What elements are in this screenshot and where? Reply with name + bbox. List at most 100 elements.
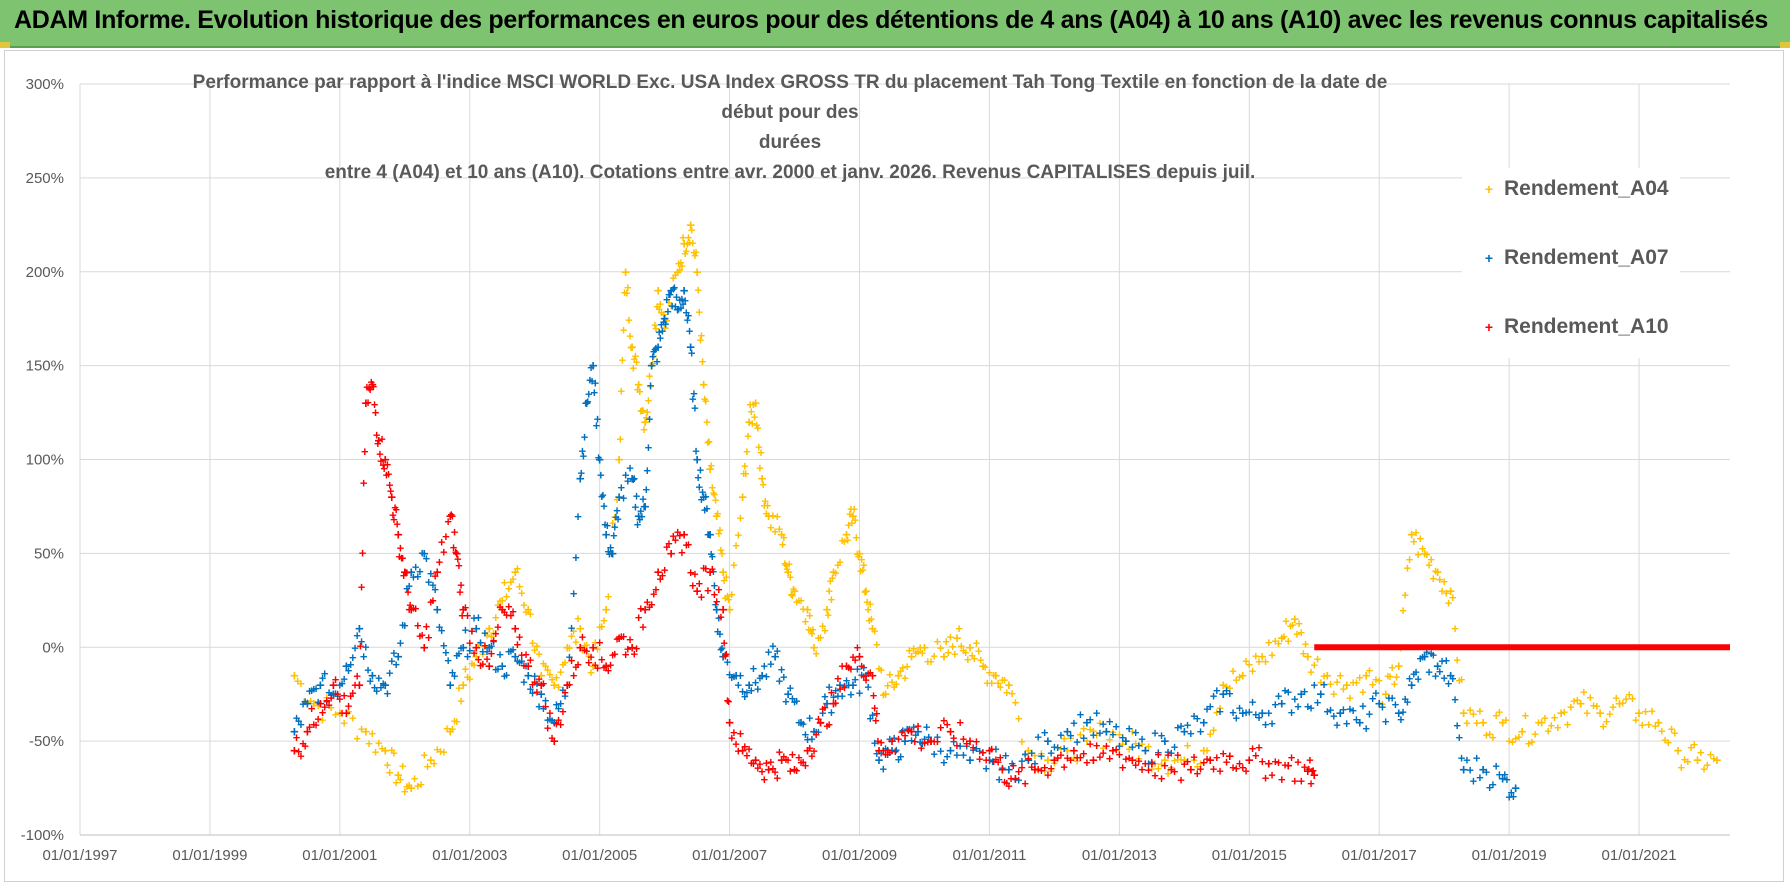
- data-point-rendement_a10: +: [871, 700, 879, 715]
- data-point-rendement_a07: +: [293, 711, 301, 726]
- data-point-rendement_a10: +: [911, 734, 919, 749]
- data-point-rendement_a07: +: [1301, 684, 1309, 699]
- data-point-rendement_a10: +: [481, 638, 489, 653]
- data-point-rendement_a04: +: [868, 620, 877, 637]
- data-point-rendement_a07: +: [632, 500, 640, 515]
- data-point-rendement_a04: +: [1658, 723, 1666, 738]
- data-point-rendement_a07: +: [795, 715, 803, 730]
- data-point-rendement_a10: +: [1038, 763, 1046, 778]
- data-point-rendement_a07: +: [1090, 727, 1098, 742]
- data-point-rendement_a07: +: [306, 683, 314, 698]
- data-point-rendement_a10: +: [1291, 774, 1299, 789]
- data-point-rendement_a04: +: [514, 561, 522, 576]
- data-point-rendement_a04: +: [1489, 730, 1497, 745]
- data-point-rendement_a07: +: [418, 545, 426, 560]
- data-point-rendement_a07: +: [442, 645, 450, 660]
- data-point-rendement_a07: +: [1207, 699, 1215, 714]
- data-point-rendement_a07: +: [1177, 719, 1185, 734]
- data-point-rendement_a10: +: [314, 712, 322, 727]
- data-point-rendement_a07: +: [529, 686, 537, 701]
- data-point-rendement_a04: +: [1603, 714, 1611, 729]
- data-point-rendement_a04: +: [611, 510, 619, 525]
- data-point-rendement_a07: +: [662, 317, 670, 332]
- data-point-rendement_a07: +: [691, 401, 699, 416]
- data-point-rendement_a04: +: [390, 746, 398, 761]
- data-point-rendement_a04: +: [1307, 665, 1315, 680]
- data-point-rendement_a07: +: [860, 660, 868, 675]
- data-point-rendement_a07: +: [592, 376, 600, 391]
- data-point-rendement_a07: +: [658, 317, 666, 332]
- data-point-rendement_a04: +: [788, 587, 796, 602]
- data-point-rendement_a07: +: [825, 679, 833, 694]
- data-point-rendement_a04: +: [542, 659, 550, 674]
- data-point-rendement_a04: +: [702, 393, 710, 408]
- data-point-rendement_a04: +: [1438, 584, 1446, 599]
- data-point-rendement_a07: +: [410, 570, 418, 585]
- data-point-rendement_a07: +: [637, 503, 645, 518]
- data-point-rendement_a04: +: [689, 235, 697, 250]
- data-point-rendement_a04: +: [688, 223, 696, 238]
- data-point-rendement_a07: +: [681, 293, 689, 308]
- data-point-rendement_a07: +: [613, 503, 621, 518]
- data-point-rendement_a10: +: [367, 375, 375, 390]
- data-point-rendement_a10: +: [1268, 767, 1276, 782]
- data-point-rendement_a07: +: [657, 330, 665, 345]
- data-point-rendement_a07: +: [649, 349, 657, 364]
- data-point-rendement_a04: +: [780, 530, 788, 545]
- data-point-rendement_a04: +: [1031, 748, 1039, 763]
- data-point-rendement_a04: +: [1158, 757, 1166, 772]
- data-point-rendement_a04: +: [1449, 590, 1457, 605]
- data-point-rendement_a10: +: [1174, 748, 1182, 763]
- x-tick-label: 01/01/2021: [1602, 847, 1677, 864]
- data-point-rendement_a04: +: [751, 395, 760, 412]
- data-point-rendement_a07: +: [776, 674, 784, 689]
- data-point-rendement_a10: +: [626, 632, 634, 647]
- data-point-rendement_a07: +: [364, 662, 372, 677]
- data-point-rendement_a10: +: [874, 734, 882, 749]
- data-point-rendement_a10: +: [458, 608, 466, 623]
- y-tick-label: -50%: [29, 733, 64, 750]
- data-point-rendement_a07: +: [806, 710, 814, 725]
- data-point-rendement_a10: +: [1190, 750, 1198, 765]
- data-point-rendement_a10: +: [1125, 751, 1133, 766]
- data-point-rendement_a04: +: [420, 748, 428, 763]
- data-point-rendement_a10: +: [561, 685, 569, 700]
- data-point-rendement_a10: +: [867, 665, 875, 680]
- data-point-rendement_a10: +: [403, 565, 411, 580]
- data-point-rendement_a04: +: [1417, 531, 1425, 546]
- data-point-rendement_a10: +: [782, 752, 790, 767]
- data-point-rendement_a04: +: [1596, 705, 1605, 722]
- data-point-rendement_a04: +: [372, 744, 380, 759]
- data-point-rendement_a07: +: [574, 509, 582, 524]
- data-point-rendement_a10: +: [380, 461, 388, 476]
- data-point-rendement_a04: +: [620, 323, 628, 338]
- data-point-rendement_a04: +: [712, 492, 720, 507]
- data-point-rendement_a04: +: [1619, 696, 1627, 711]
- data-point-rendement_a04: +: [919, 645, 927, 660]
- data-point-rendement_a04: +: [1086, 722, 1094, 737]
- data-point-rendement_a04: +: [864, 602, 872, 617]
- data-point-rendement_a10: +: [760, 772, 768, 787]
- data-point-rendement_a10: +: [789, 747, 797, 762]
- data-point-rendement_a07: +: [1109, 727, 1117, 742]
- data-point-rendement_a07: +: [808, 731, 816, 746]
- data-point-rendement_a10: +: [378, 432, 386, 447]
- data-point-rendement_a04: +: [790, 581, 798, 596]
- data-point-rendement_a10: +: [295, 744, 303, 759]
- data-point-rendement_a10: +: [1161, 758, 1169, 773]
- data-point-rendement_a07: +: [710, 564, 718, 579]
- data-point-rendement_a07: +: [449, 665, 457, 680]
- data-point-rendement_a07: +: [568, 620, 576, 635]
- data-point-rendement_a07: +: [1394, 705, 1403, 722]
- data-point-rendement_a07: +: [1106, 714, 1114, 729]
- data-point-rendement_a10: +: [996, 750, 1004, 765]
- data-point-rendement_a04: +: [629, 360, 637, 375]
- data-point-rendement_a07: +: [1449, 671, 1457, 686]
- data-point-rendement_a10: +: [431, 569, 439, 584]
- data-point-rendement_a10: +: [845, 660, 853, 675]
- data-point-rendement_a04: +: [1372, 672, 1380, 687]
- data-point-rendement_a10: +: [418, 627, 426, 642]
- data-point-rendement_a04: +: [466, 672, 474, 687]
- data-point-rendement_a10: +: [301, 739, 309, 754]
- data-point-rendement_a07: +: [910, 719, 918, 734]
